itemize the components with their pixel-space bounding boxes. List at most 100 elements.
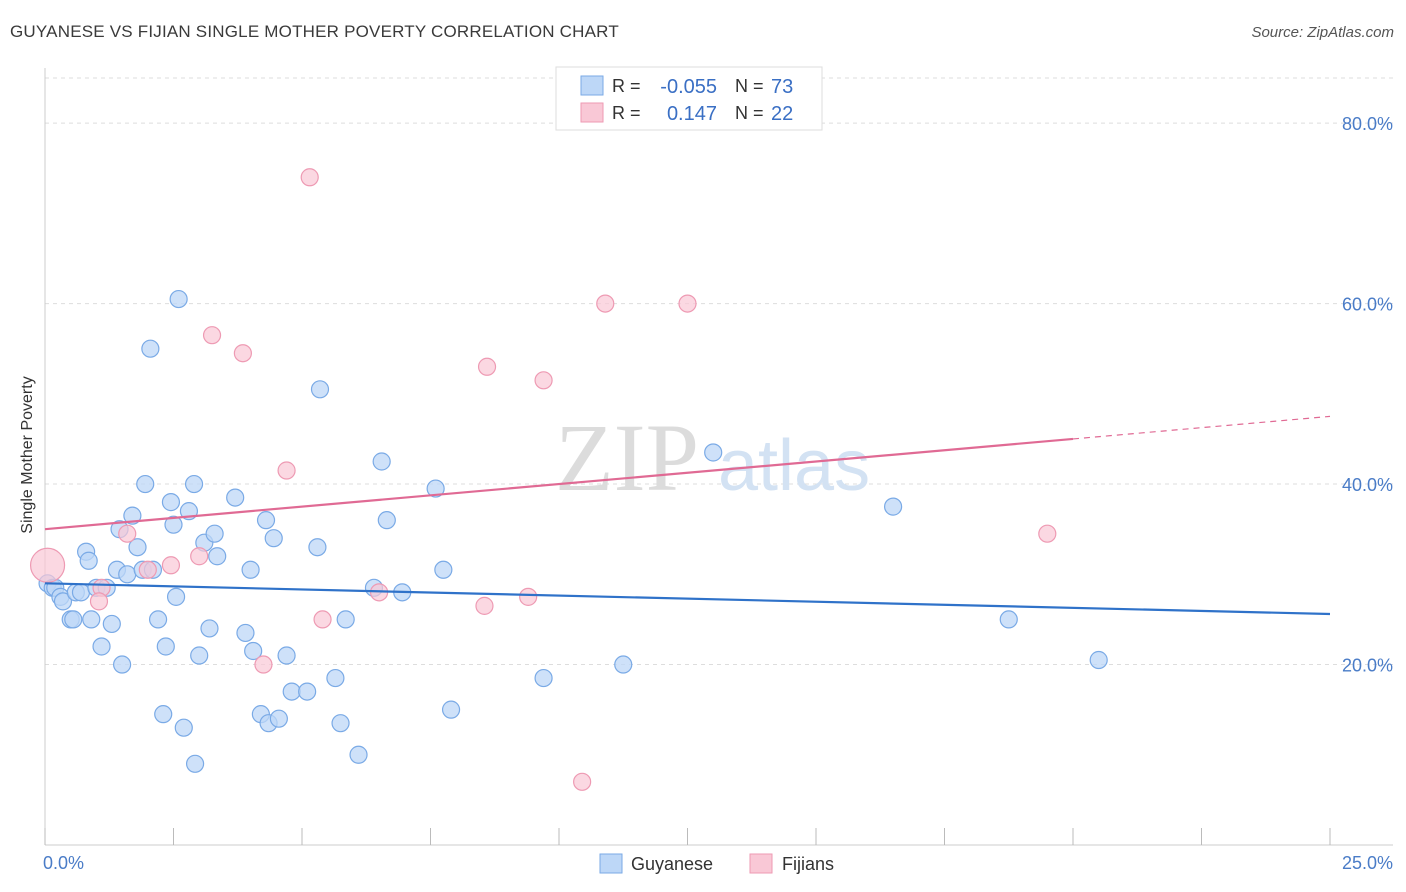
- guyanese-point: [241, 560, 260, 579]
- y-tick-label-40: 40.0%: [1342, 475, 1393, 495]
- guyanese-point: [136, 474, 155, 494]
- fijian-point: [1038, 524, 1057, 543]
- guyanese-point: [118, 565, 137, 584]
- legend-n-value-1: 73: [771, 76, 793, 98]
- guyanese-point: [441, 700, 461, 719]
- guyanese-point: [534, 668, 553, 688]
- guyanese-point: [331, 714, 350, 733]
- guyanese-point: [166, 587, 186, 606]
- trend-lines: [44, 415, 1331, 616]
- guyanese-point: [64, 610, 83, 629]
- y-tick-label-80: 80.0%: [1342, 114, 1393, 134]
- guyanese-point: [112, 655, 132, 674]
- guyanese-point: [282, 682, 301, 701]
- guyanese-point: [79, 551, 98, 570]
- guyanese-point: [164, 515, 183, 534]
- guyanese-point: [148, 610, 168, 629]
- fijian-point: [29, 547, 66, 583]
- fijian-trend-line: [44, 437, 1074, 531]
- guyanese-point: [205, 524, 224, 543]
- guyanese-point: [169, 289, 188, 309]
- guyanese-point: [154, 705, 173, 724]
- guyanese-point: [298, 682, 317, 701]
- guyanese-point: [156, 637, 175, 656]
- guyanese-point: [434, 560, 453, 579]
- x-tick-label-min: 0.0%: [43, 853, 84, 873]
- correlation-legend: R = -0.055 N = 73 R = 0.147 N = 22: [555, 66, 823, 131]
- legend-n-label-2: N =: [735, 103, 764, 123]
- y-tick-label-60: 60.0%: [1342, 295, 1393, 315]
- guyanese-point: [256, 511, 276, 530]
- guyanese-point: [883, 497, 903, 516]
- guyanese-point: [71, 583, 91, 602]
- guyanese-point: [244, 641, 263, 661]
- fijian-trend-extension: [1072, 415, 1331, 440]
- x-tick-label-max: 25.0%: [1342, 853, 1393, 873]
- guyanese-point: [372, 452, 391, 471]
- bottom-swatch-fijian: [749, 853, 773, 874]
- guyanese-point: [277, 646, 296, 665]
- fijian-point: [678, 294, 697, 313]
- fijian-point: [596, 294, 615, 313]
- guyanese-point: [190, 646, 209, 665]
- fijian-point: [254, 655, 273, 674]
- series-legend: Guyanese Fijians: [599, 853, 834, 874]
- guyanese-point: [128, 538, 147, 557]
- y-axis-label: Single Mother Poverty: [19, 376, 36, 533]
- watermark-atlas: atlas: [718, 426, 870, 506]
- guyanese-point: [92, 637, 111, 656]
- legend-r-label-2: R =: [612, 103, 641, 123]
- bottom-legend-guyanese: Guyanese: [631, 854, 713, 874]
- bottom-legend-fijian: Fijians: [782, 854, 834, 874]
- axes: [44, 68, 1393, 846]
- fijian-point: [313, 610, 332, 629]
- guyanese-point: [185, 754, 205, 773]
- legend-n-value-2: 22: [771, 103, 793, 125]
- bottom-swatch-guyanese: [599, 853, 623, 874]
- fijian-point: [475, 596, 494, 615]
- guyanese-point: [377, 511, 396, 530]
- fijian-point: [190, 547, 209, 566]
- guyanese-point: [336, 610, 355, 629]
- tick-labels: 20.0% 40.0% 60.0% 80.0% 0.0% 25.0%: [43, 114, 1393, 873]
- guyanese-point: [141, 339, 160, 358]
- guyanese-point: [999, 610, 1018, 629]
- guyanese-point: [184, 474, 204, 494]
- fijian-points: [29, 168, 1057, 791]
- source-credit: Source: ZipAtlas.com: [1251, 24, 1394, 41]
- guyanese-point: [614, 655, 633, 674]
- guyanese-point: [82, 610, 101, 629]
- guyanese-point: [236, 623, 255, 643]
- guyanese-point: [426, 479, 445, 498]
- chart-title: GUYANESE VS FIJIAN SINGLE MOTHER POVERTY…: [10, 22, 619, 41]
- guyanese-point: [161, 493, 181, 512]
- guyanese-point: [174, 718, 193, 737]
- legend-n-label-1: N =: [735, 76, 764, 96]
- guyanese-point: [208, 547, 227, 566]
- legend-r-value-2: 0.147: [667, 103, 717, 125]
- guyanese-point: [326, 668, 345, 688]
- fijian-point: [300, 168, 319, 187]
- y-tick-label-20: 20.0%: [1342, 656, 1393, 676]
- guyanese-point: [53, 592, 73, 611]
- guyanese-point: [226, 488, 245, 507]
- guyanese-point: [123, 506, 142, 525]
- guyanese-points: [38, 289, 1108, 773]
- fijian-point: [573, 772, 592, 791]
- watermark-zip: ZIP: [555, 404, 699, 511]
- fijian-point: [534, 371, 553, 390]
- guyanese-point: [102, 614, 121, 634]
- guyanese-point: [1089, 650, 1108, 670]
- guyanese-point: [200, 619, 219, 638]
- fijian-point: [118, 524, 137, 543]
- fijian-point: [202, 326, 222, 345]
- fijian-point: [477, 357, 497, 376]
- guyanese-point: [349, 745, 368, 764]
- fijian-point: [89, 592, 109, 611]
- guyanese-point: [308, 538, 327, 557]
- legend-swatch-guyanese: [580, 75, 604, 96]
- legend-r-value-1: -0.055: [660, 76, 717, 98]
- legend-swatch-fijian: [580, 102, 604, 123]
- legend-r-label-1: R =: [612, 76, 641, 96]
